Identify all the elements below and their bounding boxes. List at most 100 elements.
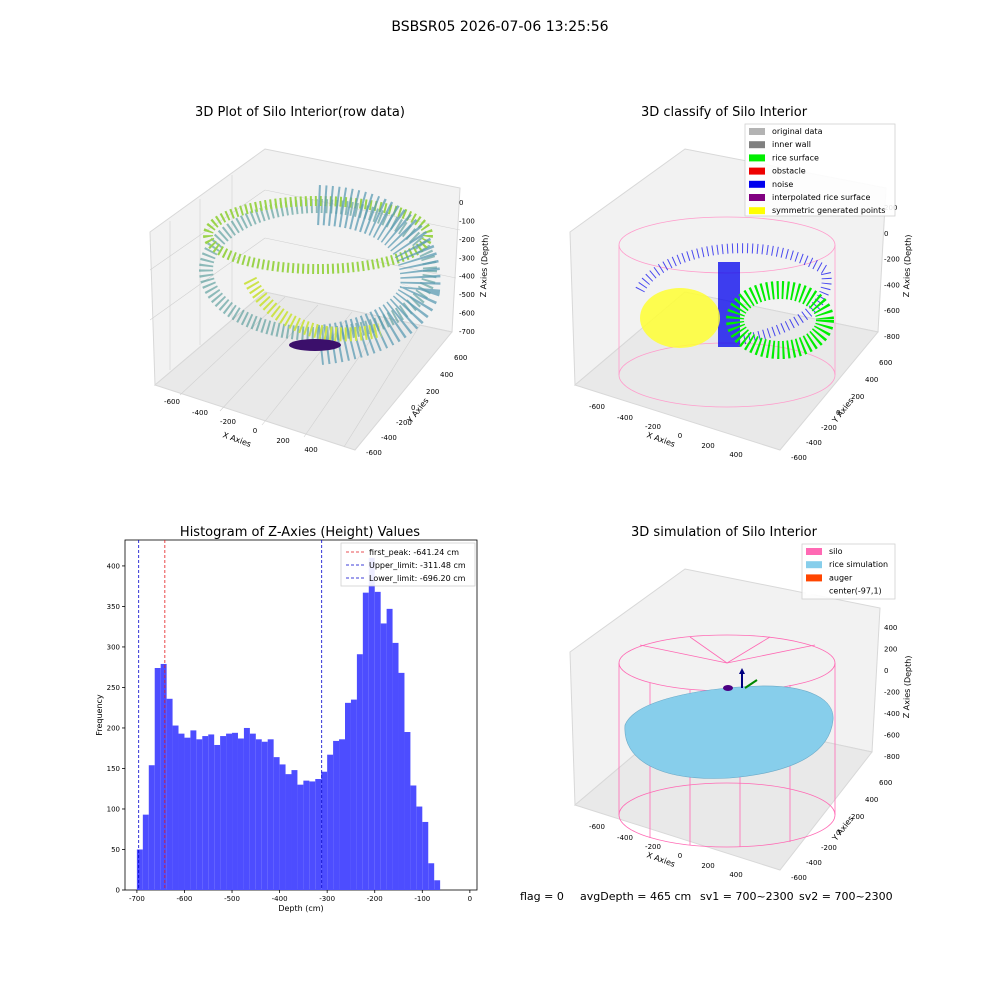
legend-swatch xyxy=(806,574,822,582)
y-tick-label: 600 xyxy=(454,354,467,362)
hist-xtick-label: -400 xyxy=(272,895,288,903)
hist-bar xyxy=(345,702,351,890)
hist-bar xyxy=(154,668,161,890)
hist-bar xyxy=(386,608,393,890)
hist-ytick-label: 200 xyxy=(107,724,120,732)
hist-legend-label: Lower_limit: -696.20 cm xyxy=(369,574,466,583)
x-tick-label: -200 xyxy=(645,843,661,851)
hist-xtick-label: -300 xyxy=(319,895,335,903)
y-tick-label: -400 xyxy=(381,434,397,442)
classify-symmetric xyxy=(640,288,720,348)
panel-simulation: 3D simulation of Silo Interior X Axies Y… xyxy=(569,525,913,882)
z-tick-label: -400 xyxy=(884,281,900,289)
hist-bar xyxy=(374,591,381,890)
legend-label: noise xyxy=(772,180,793,189)
x-tick-label: 200 xyxy=(701,442,714,450)
x-tick-label: 0 xyxy=(678,432,682,440)
legend-swatch xyxy=(749,194,765,201)
y-tick-label: -200 xyxy=(396,419,412,427)
hist-bar xyxy=(255,739,262,890)
hist-bar xyxy=(303,780,310,890)
hist-bar xyxy=(285,774,292,890)
z-tick-label: -400 xyxy=(884,710,900,718)
hist-xtick-label: 0 xyxy=(468,895,472,903)
y-tick-label: -600 xyxy=(791,874,807,882)
hist-bar xyxy=(309,781,316,890)
sim-xlabel: X Axies xyxy=(645,850,676,869)
classify-xlabel: X Axies xyxy=(645,430,676,449)
hist-bar xyxy=(178,733,185,890)
hist-bar xyxy=(362,592,369,890)
sim-title: 3D simulation of Silo Interior xyxy=(631,525,818,540)
legend-swatch xyxy=(749,180,765,188)
z-tick-label: 400 xyxy=(884,624,897,632)
x-tick-label: -400 xyxy=(617,414,633,422)
raw-xlabel: X Axies xyxy=(221,430,252,449)
legend-swatch xyxy=(806,561,822,569)
hist-bar xyxy=(148,765,155,890)
legend-label: symmetric generated points xyxy=(772,206,885,215)
raw-floor-pane xyxy=(153,291,453,451)
hist-bar xyxy=(160,663,167,890)
hist-bar xyxy=(220,736,227,890)
legend-swatch xyxy=(806,587,822,595)
legend-label: silo xyxy=(829,547,843,556)
legend-swatch xyxy=(749,207,765,215)
hist-xtick-label: -700 xyxy=(129,895,145,903)
raw-zlabel: Z Axies (Depth) xyxy=(479,234,490,297)
x-tick-label: 400 xyxy=(304,446,317,454)
hist-bar xyxy=(428,863,435,890)
legend-label: obstacle xyxy=(772,167,806,176)
z-tick-label: 0 xyxy=(884,667,888,675)
footer-sv2: sv2 = 700~2300 xyxy=(799,890,893,903)
panel-raw-data: 3D Plot of Silo Interior(row data) X Axi… xyxy=(149,105,490,457)
hist-bar xyxy=(243,727,250,890)
footer-sv1: sv1 = 700~2300 xyxy=(700,890,794,903)
hist-bar xyxy=(214,744,221,890)
hist-bar xyxy=(190,730,197,890)
x-tick-label: 200 xyxy=(701,862,714,870)
hist-ytick-label: 300 xyxy=(107,643,120,651)
x-tick-label: 0 xyxy=(253,427,257,435)
legend-label: original data xyxy=(772,127,823,136)
hist-bar xyxy=(202,736,209,890)
hist-bar xyxy=(327,754,334,890)
y-tick-label: -200 xyxy=(821,844,837,852)
legend-swatch xyxy=(749,167,765,175)
classify-legend: original data inner wall rice surface obsta… xyxy=(744,123,896,217)
raw-cloud-top xyxy=(203,196,433,274)
y-tick-label: -600 xyxy=(791,454,807,462)
legend-swatch xyxy=(749,154,765,162)
hist-bar xyxy=(321,771,328,890)
hist-bar xyxy=(297,784,304,890)
classify-title: 3D classify of Silo Interior xyxy=(641,105,808,120)
x-tick-label: -600 xyxy=(589,823,605,831)
hist-bar xyxy=(380,623,387,890)
legend-label: inner wall xyxy=(772,140,811,149)
hist-bar xyxy=(392,642,399,890)
hist-legend: first_peak: -641.24 cm Upper_limit: -311.… xyxy=(340,542,476,587)
hist-ytick-label: 150 xyxy=(107,765,120,773)
y-tick-label: 400 xyxy=(865,376,878,384)
hist-bar xyxy=(410,785,417,890)
hist-ytick-label: 0 xyxy=(116,887,120,895)
footer-avg-depth: avgDepth = 465 cm xyxy=(580,890,691,903)
hist-xtick-label: -200 xyxy=(367,895,383,903)
z-tick-label: -200 xyxy=(459,236,475,244)
z-tick-label: -500 xyxy=(459,291,475,299)
x-tick-label: 200 xyxy=(276,437,289,445)
hist-xlabel: Depth (cm) xyxy=(278,904,323,913)
z-tick-label: -600 xyxy=(884,307,900,315)
hist-bar xyxy=(356,654,363,890)
y-tick-label: 200 xyxy=(851,393,864,401)
x-tick-label: -200 xyxy=(645,423,661,431)
x-tick-label: -600 xyxy=(589,403,605,411)
hist-bar xyxy=(249,733,256,890)
panel-classify: 3D classify of Silo Interior X Axies Y A… xyxy=(569,105,913,462)
sim-auger-arrow-green xyxy=(744,679,758,689)
x-tick-label: -400 xyxy=(192,409,208,417)
y-tick-label: -600 xyxy=(366,449,382,457)
x-tick-label: -600 xyxy=(164,398,180,406)
y-tick-label: -400 xyxy=(806,439,822,447)
hist-bar xyxy=(196,739,203,890)
